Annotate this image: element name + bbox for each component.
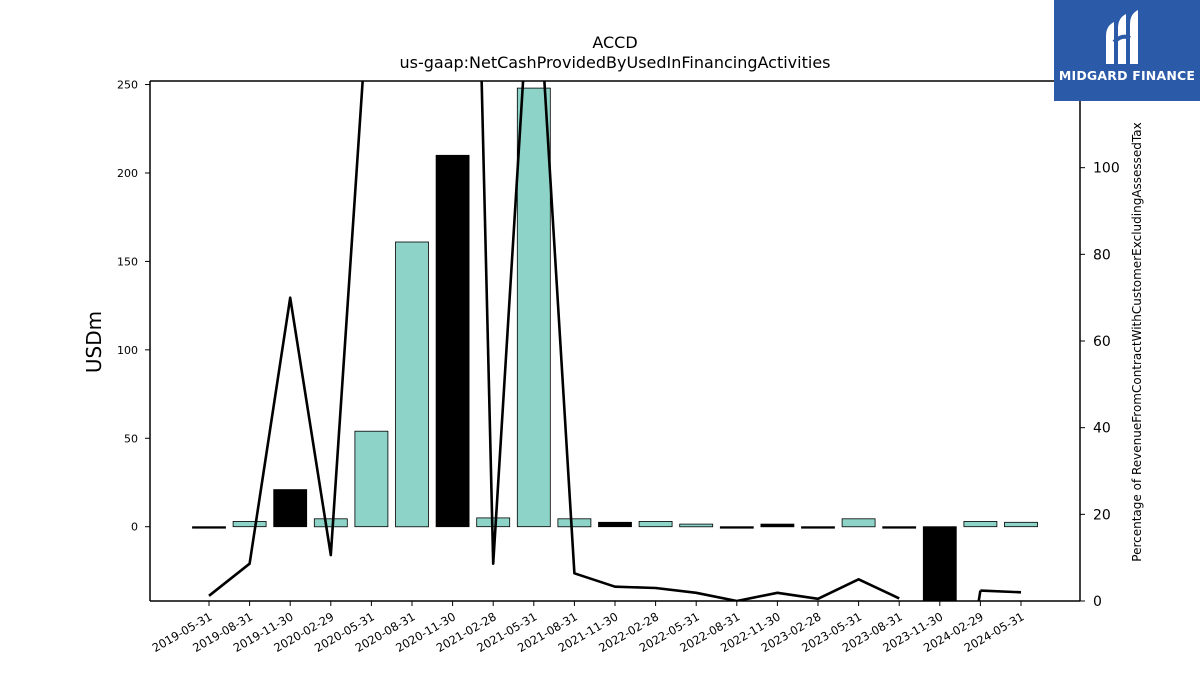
bar-2023-02-28 xyxy=(801,526,835,529)
y-tick-label-150: 150 xyxy=(117,255,138,268)
bar-2022-11-30 xyxy=(760,523,795,528)
y-tick-label-50: 50 xyxy=(124,432,138,445)
bar-2023-05-31 xyxy=(841,518,876,528)
y-tick-label-250: 250 xyxy=(117,79,138,92)
bar-2021-08-31 xyxy=(557,518,592,528)
y2-tick-label-0: 0 xyxy=(1093,594,1102,610)
y-tick-label-0: 0 xyxy=(131,521,138,534)
y2-tick-label-60: 60 xyxy=(1093,334,1111,350)
midgard-logo-icon xyxy=(1106,10,1138,64)
chart-title: ACCD xyxy=(592,33,637,52)
bar-2022-05-31 xyxy=(679,523,714,528)
y-tick-label-100: 100 xyxy=(117,344,138,357)
bar-2022-08-31 xyxy=(719,526,754,529)
brand-name: MIDGARD FINANCE xyxy=(1058,68,1196,83)
bar-2024-05-31 xyxy=(1004,521,1038,528)
y2-axis-label: Percentage of RevenueFromContractWithCus… xyxy=(1130,122,1144,561)
bar-2019-05-31 xyxy=(192,526,226,529)
bar-2020-08-31 xyxy=(395,241,429,528)
line-group xyxy=(208,81,1022,601)
y2-axis-ticks: 0 20 40 60 80 100 xyxy=(1080,161,1120,610)
chart-subtitle: us-gaap:NetCashProvidedByUsedInFinancing… xyxy=(399,53,830,72)
y-axis-label: USDm xyxy=(82,311,106,373)
bars-group xyxy=(192,87,1038,601)
bar-2020-11-30 xyxy=(435,154,470,528)
bar-2024-02-29 xyxy=(963,521,998,528)
y2-tick-label-20: 20 xyxy=(1093,507,1111,523)
bar-2020-02-29 xyxy=(313,518,348,528)
y2-tick-label-100: 100 xyxy=(1093,161,1120,177)
bar-2019-11-30 xyxy=(273,489,308,528)
bar-2022-02-28 xyxy=(638,521,673,528)
line-segment-1 xyxy=(980,589,1022,594)
bar-2019-08-31 xyxy=(232,521,267,528)
x-axis-ticks: 2019-05-312019-08-312019-11-302020-02-29… xyxy=(150,601,1027,655)
y-tick-label-200: 200 xyxy=(117,167,138,180)
bar-2021-11-30 xyxy=(598,521,632,528)
bar-2023-08-31 xyxy=(882,526,917,529)
y2-tick-label-80: 80 xyxy=(1093,247,1111,263)
bar-2020-05-31 xyxy=(354,430,389,528)
line-segment-0 xyxy=(208,81,900,601)
bar-2021-05-31 xyxy=(516,87,551,528)
y2-tick-label-40: 40 xyxy=(1093,421,1111,437)
brand-logo: MIDGARD FINANCE xyxy=(1054,0,1200,101)
y-axis-ticks: 0 50 100 150 200 250 xyxy=(117,79,150,534)
bar-2023-11-30 xyxy=(922,526,957,601)
